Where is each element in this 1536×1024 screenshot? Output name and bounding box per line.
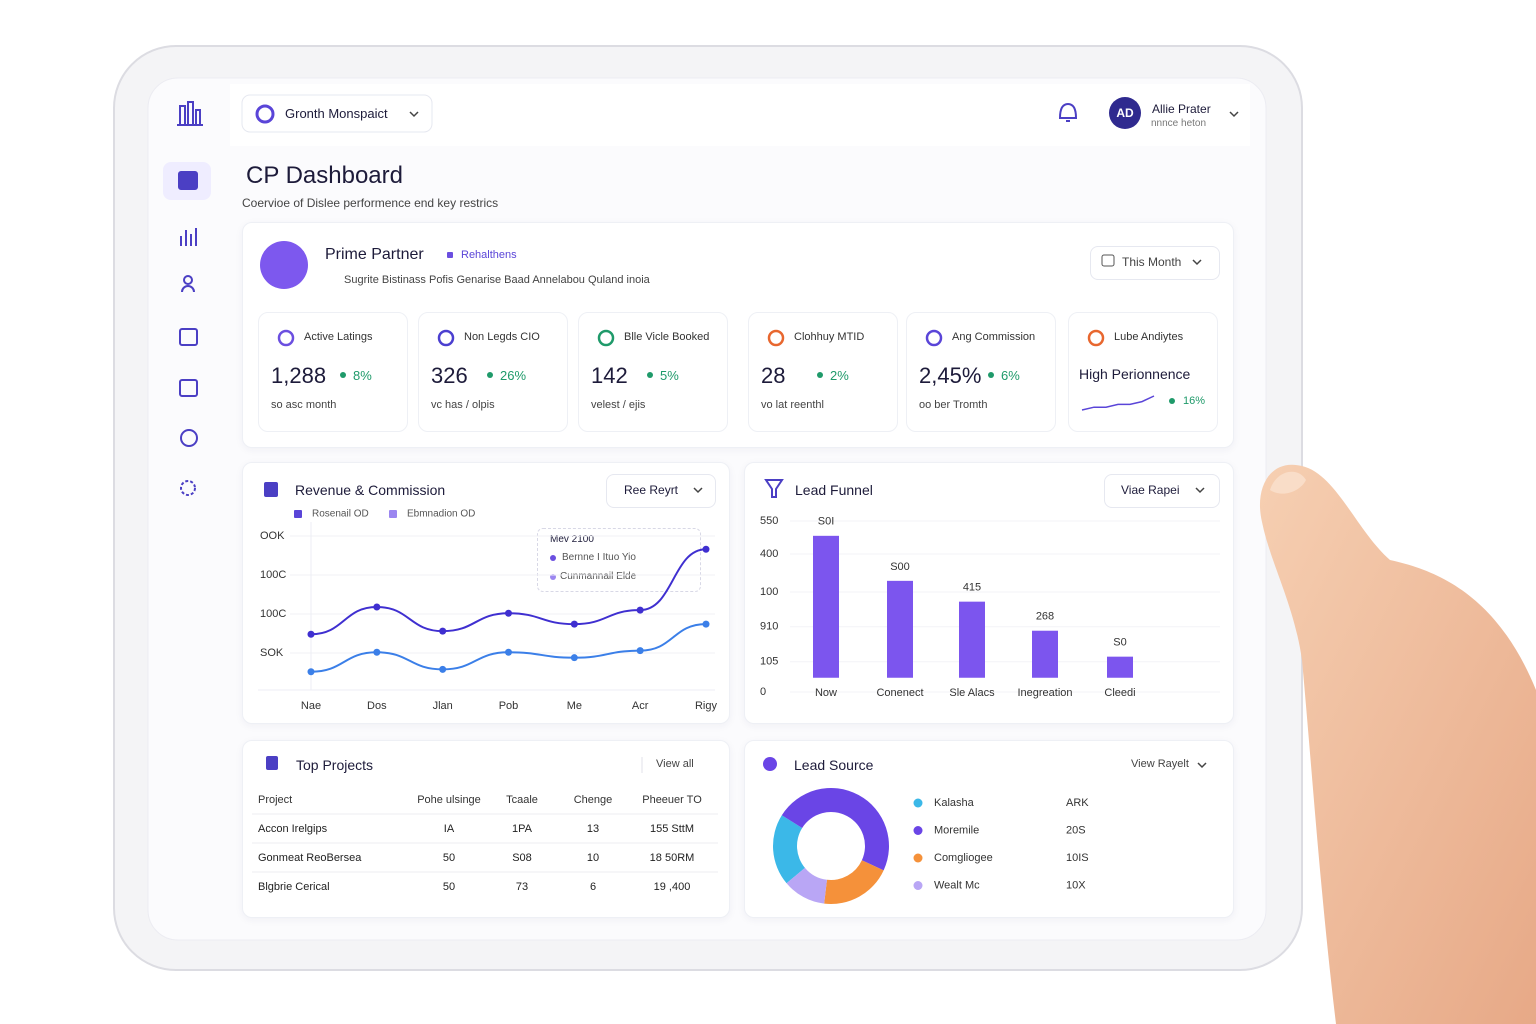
nav-documents[interactable] (179, 328, 198, 346)
projects-title: Top Projects (296, 757, 374, 773)
kpi-value: 142 (591, 363, 628, 388)
avatar[interactable] (1109, 97, 1141, 129)
kpi-label: Active Latings (304, 331, 373, 343)
tooltip-title: Mev 2100 (550, 534, 594, 545)
chevron[interactable] (1229, 111, 1239, 118)
user-name: Allie Prater (1152, 102, 1211, 116)
nav-settings[interactable] (180, 480, 196, 496)
revenue-title: Revenue & Commission (295, 482, 446, 498)
page-subtitle: Coervioe of Dislee performence end key r… (242, 196, 499, 210)
partner-badge: Rehalthens (461, 249, 517, 261)
workspace-icon (255, 104, 275, 124)
kpi-label: Non Legds CIO (464, 331, 540, 343)
notification-bell[interactable] (1058, 102, 1078, 122)
avatar-initials: AD (1116, 106, 1134, 120)
revenue-filter-label[interactable]: Ree Reyrt (624, 483, 679, 497)
kpi-note: so asc month (271, 399, 337, 411)
nav-analytics[interactable] (180, 228, 197, 246)
thumbnail (1270, 471, 1306, 494)
projects-action[interactable]: View all (656, 758, 694, 770)
page-title: CP Dashboard (246, 162, 403, 189)
partner-avatar (260, 241, 308, 289)
hand-shape (1259, 464, 1536, 1024)
nav-leads[interactable] (181, 275, 195, 293)
kpi-note: velest / ejis (591, 399, 646, 411)
workspace-dropdown[interactable] (241, 94, 433, 133)
chevron (409, 111, 419, 118)
nav-time[interactable] (180, 429, 198, 447)
logo-icon (177, 101, 203, 126)
sidebar-icons (163, 101, 211, 496)
partner-name: Prime Partner (325, 246, 424, 263)
partner-address: Sugrite Bistinass Pofis Genarise Baad An… (344, 274, 650, 286)
kpi-change: 26% (500, 368, 527, 383)
nav-reports[interactable] (179, 379, 198, 397)
kpi-change: 8% (353, 368, 372, 383)
kpi-label: Blle Vicle Booked (624, 331, 710, 343)
workspace-name[interactable]: Gronth Monspaict (285, 106, 388, 121)
nav-dashboard[interactable] (178, 171, 198, 190)
kpi-note: vc has / olpis (431, 399, 495, 411)
badge-dot (447, 252, 453, 258)
kpi-value: 1,288 (271, 363, 327, 388)
user-role: nnnce heton (1151, 118, 1207, 129)
kpi-value: 326 (431, 363, 468, 388)
kpi-change: 5% (660, 368, 679, 383)
projects-card (242, 740, 730, 918)
